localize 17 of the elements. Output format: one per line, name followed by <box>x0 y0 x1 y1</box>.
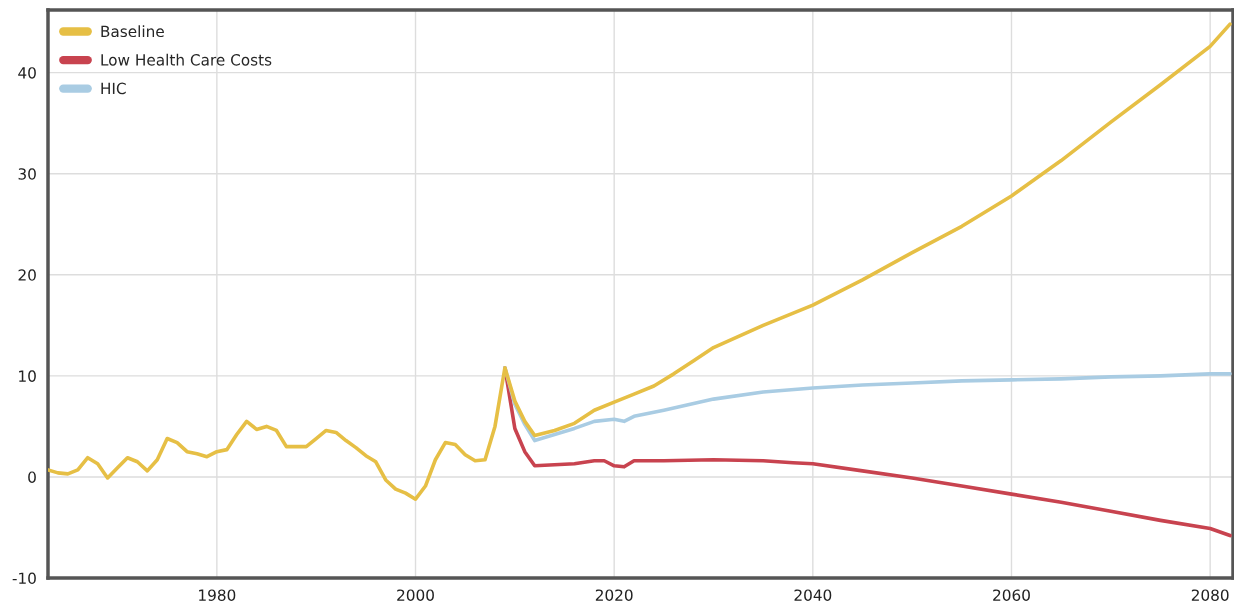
x-tick-label: 2000 <box>397 589 434 601</box>
x-tick-label: 2080 <box>1191 589 1229 601</box>
y-tick-label: 0 <box>28 471 36 483</box>
y-tick-label: 30 <box>18 168 36 180</box>
legend-label: HIC <box>101 82 126 95</box>
line-series <box>48 22 1232 501</box>
legend-label: Baseline <box>101 25 164 38</box>
y-tick-label: 40 <box>18 67 36 79</box>
x-tick-label: 2060 <box>993 589 1030 601</box>
y-tick-label: -10 <box>12 572 36 585</box>
x-tick-label: 2020 <box>595 589 633 601</box>
x-tick-label: 1980 <box>199 589 236 601</box>
y-tick-label: 10 <box>19 370 36 382</box>
line-series <box>503 365 1232 538</box>
x-tick-label: 2040 <box>794 589 832 601</box>
y-tick-label: 20 <box>18 269 36 281</box>
legend-label: Low Health Care Costs <box>101 53 272 66</box>
